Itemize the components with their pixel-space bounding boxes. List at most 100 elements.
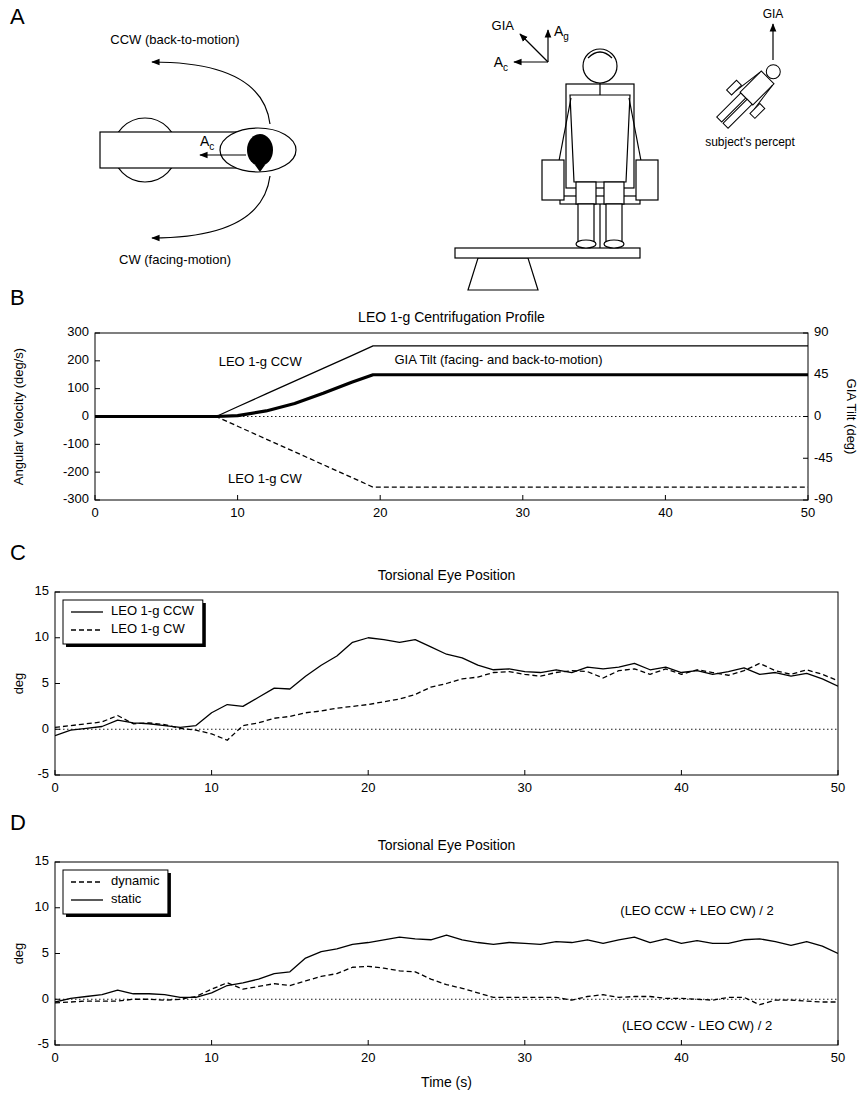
shin	[606, 204, 622, 242]
shin	[578, 204, 594, 242]
x-tick-label: 0	[51, 1050, 58, 1065]
x-tick-label: 10	[204, 1050, 218, 1065]
text: GIA	[763, 7, 784, 21]
y-tick	[55, 592, 60, 593]
y2-tick	[803, 500, 808, 501]
chart-title: Torsional Eye Position	[378, 837, 516, 853]
chair-back	[566, 84, 634, 188]
text: subject's percept	[705, 135, 795, 149]
panel-letter: C	[10, 540, 26, 565]
x-tick-label: 20	[361, 1050, 375, 1065]
series-line	[55, 663, 838, 740]
y-tick	[55, 999, 60, 1000]
chart-title: Torsional Eye Position	[378, 567, 516, 583]
x-axis-title: Time (s)	[421, 1074, 472, 1090]
ag-arrow	[547, 30, 548, 62]
legend-swatch	[71, 881, 103, 882]
x-tick	[681, 770, 682, 775]
legend-label: LEO 1-g CCW	[111, 603, 195, 618]
subscript: c	[209, 141, 214, 152]
armrest-box	[750, 104, 765, 119]
x-tick	[524, 770, 525, 775]
x-tick-label: 30	[518, 1050, 532, 1065]
legend-swatch	[71, 899, 103, 900]
legend-box	[63, 600, 203, 644]
y-tick	[95, 472, 100, 473]
series-group	[55, 935, 838, 1005]
thigh	[576, 182, 596, 204]
top-view: CCW (back-to-motion)CW (facing-motion)Ac	[100, 32, 296, 267]
armrest-box	[727, 80, 742, 95]
reference-line	[55, 729, 838, 730]
panel-letter: B	[10, 285, 25, 310]
chair-post	[599, 204, 600, 248]
y-tick-label: 100	[67, 380, 89, 395]
x-tick-label: 20	[373, 505, 387, 520]
y2-tick-label: 90	[814, 324, 828, 339]
figure: ABCDCCW (back-to-motion)CW (facing-motio…	[0, 0, 862, 1113]
x-tick	[838, 1040, 839, 1045]
y2-tick-label: -90	[814, 491, 833, 506]
x-tick-label: 50	[801, 505, 815, 520]
chart: Torsional Eye Position01020304050-505101…	[11, 837, 845, 1090]
x-tick-label: 30	[518, 780, 532, 795]
y-tick	[55, 862, 60, 863]
y-tick	[55, 1045, 60, 1046]
y-tick-label: -5	[37, 1036, 49, 1051]
ac-arrow	[200, 154, 246, 155]
x-tick-label: 0	[91, 505, 98, 520]
series-label: LEO 1-g CW	[228, 471, 302, 486]
vector-label: Ag	[554, 23, 569, 42]
diagram: CCW (back-to-motion) CW (facing-motion) Ac…	[100, 7, 796, 290]
x-tick-label: 40	[674, 1050, 688, 1065]
y-tick	[55, 907, 60, 908]
x-tick	[368, 1040, 369, 1045]
x-tick	[55, 770, 56, 775]
y2-tick-label: -45	[814, 450, 833, 465]
series-line	[95, 375, 808, 417]
chart-title: LEO 1-g Centrifugation Profile	[358, 309, 545, 325]
torso	[570, 95, 630, 182]
series-line	[55, 638, 838, 736]
x-tick	[808, 495, 809, 500]
text: CCW (back-to-motion)	[110, 32, 239, 47]
subscript: c	[503, 62, 508, 73]
y2-tick	[803, 374, 808, 375]
x-tick	[368, 770, 369, 775]
annotation: (LEO CCW - LEO CW) / 2	[622, 1018, 772, 1033]
percept-figure	[708, 53, 792, 137]
y-tick-label: 5	[42, 675, 49, 690]
side-view: GIAAgAc	[455, 18, 658, 290]
x-tick	[95, 495, 96, 500]
legend-swatch	[71, 629, 103, 630]
seat	[560, 196, 640, 204]
y-tick-label: -200	[63, 464, 89, 479]
arm	[558, 98, 571, 166]
x-tick-label: 40	[658, 505, 672, 520]
y2-tick	[803, 458, 808, 459]
y-tick-label: 0	[42, 991, 49, 1006]
platform	[455, 248, 640, 258]
legend: LEO 1-g CCWLEO 1-g CW	[63, 600, 206, 647]
x-tick-label: 40	[674, 780, 688, 795]
x-tick-label: 0	[51, 780, 58, 795]
legend: dynamicstatic	[63, 870, 171, 917]
x-tick	[838, 770, 839, 775]
vector-label: Ac	[494, 54, 508, 73]
x-tick	[522, 495, 523, 500]
y-tick	[55, 775, 60, 776]
y-tick-label: -5	[37, 766, 49, 781]
y-tick-label: 0	[42, 721, 49, 736]
chart: LEO 1-g Centrifugation Profile0102030405…	[11, 309, 858, 520]
legend-box	[63, 870, 168, 914]
text: CW (facing-motion)	[119, 252, 231, 267]
annotation: (LEO CCW + LEO CW) / 2	[620, 903, 774, 918]
y-tick-label: 5	[42, 945, 49, 960]
head	[763, 62, 783, 82]
y-tick-label: -300	[63, 491, 89, 506]
shoulders	[220, 128, 296, 172]
leg	[723, 99, 752, 128]
panel-letter: D	[10, 810, 26, 835]
cw-arrow	[152, 176, 270, 238]
plot-frame	[95, 333, 808, 500]
